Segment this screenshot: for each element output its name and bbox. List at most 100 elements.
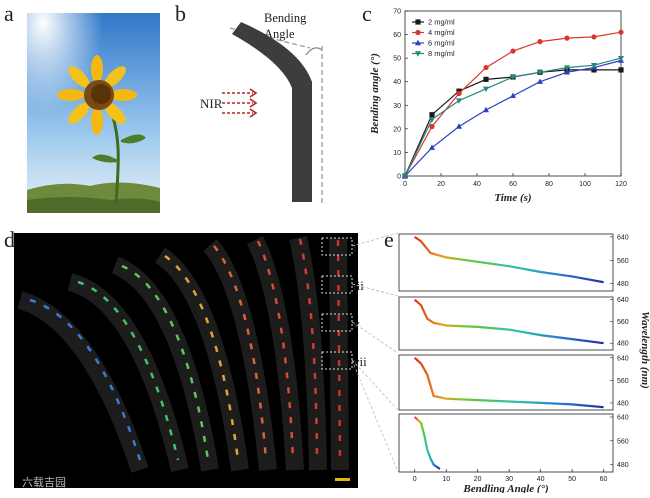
frame-highlight-boxes: [321, 237, 353, 370]
y-tick-label: 640: [617, 297, 629, 304]
panel-b-letter: b: [175, 1, 186, 26]
data-point: [618, 55, 624, 62]
x-tick-label: 80: [545, 181, 553, 188]
y-tick-label: 560: [617, 319, 629, 326]
x-tick-label: 60: [600, 476, 608, 483]
y-tick-label: 10: [393, 150, 401, 157]
data-point: [456, 98, 462, 104]
fiber-bending-photo: [14, 233, 358, 488]
legend-marker: [415, 39, 421, 46]
y-tick-label: 480: [617, 400, 629, 407]
subplot-frame-vii: [398, 413, 614, 473]
legend-marker: [415, 29, 421, 36]
frame-label-v: v: [353, 316, 360, 331]
data-point: [483, 86, 489, 92]
data-point: [510, 92, 516, 99]
x-tick-label: 10: [442, 476, 450, 483]
frame-label-i: i: [353, 239, 357, 254]
series-line-0: [404, 69, 621, 177]
data-point: [402, 173, 408, 180]
legend-marker: [415, 51, 421, 57]
subplot-frame-iii: [398, 296, 614, 351]
wavelength-curve-iii: [413, 298, 604, 345]
panel-a-letter: a: [4, 1, 14, 26]
watermark-text: 六载吉园: [22, 476, 66, 489]
y-axis-label: Bending angle (°): [369, 53, 381, 135]
panel-e-letter: e: [384, 227, 394, 252]
x-tick-label: 0: [413, 476, 417, 483]
x-tick-label: 50: [568, 476, 576, 483]
data-point: [510, 74, 516, 81]
data-point: [591, 67, 597, 73]
data-point: [591, 63, 597, 69]
data-point: [537, 39, 543, 45]
x-tick-label: 100: [579, 181, 591, 188]
x-axis-label: Time (s): [494, 192, 531, 204]
x-tick-label: 20: [474, 476, 482, 483]
data-point: [483, 64, 489, 71]
bending-strip-diagram: [229, 22, 323, 205]
y-tick-label: 40: [393, 79, 401, 86]
x-tick-label: 120: [615, 181, 627, 188]
bending-angle-label-line2: Angle: [264, 27, 295, 41]
bending-angle-label-line1: Bending: [264, 11, 307, 25]
data-point: [429, 144, 435, 150]
panel-c-letter: c: [362, 1, 372, 26]
y-tick-label: 560: [617, 438, 629, 445]
y-tick-label: 20: [393, 126, 401, 133]
data-point: [537, 78, 543, 84]
sunflower-photo: [27, 13, 160, 213]
data-point: [537, 70, 543, 76]
data-point: [429, 123, 435, 130]
wavelength-chart: 640 560 480 640 560 480 640 560 480 640 560 480 0 10 2…: [398, 233, 650, 495]
bending-angle-chart: 0 20 40 60 80 100 120 0 10 20 30 40 50 60 70 Time (s) Be…: [369, 9, 627, 205]
x-tick-label: 40: [473, 181, 481, 188]
legend-entry: 4 mg/ml: [428, 28, 455, 37]
nir-label: NIR: [200, 96, 223, 111]
data-point: [456, 90, 462, 97]
y-tick-label: 640: [617, 355, 629, 362]
data-point: [429, 112, 435, 118]
x-tick-label: 40: [537, 476, 545, 483]
legend-entry: 6 mg/ml: [428, 39, 455, 48]
data-point: [483, 106, 489, 113]
data-point: [564, 69, 570, 75]
y-tick-label: 640: [617, 234, 629, 241]
data-point: [618, 67, 624, 73]
y-tick-label: 560: [617, 258, 629, 265]
y-tick-label: 50: [393, 56, 401, 63]
legend-marker: [415, 19, 421, 25]
subplot-frame-i: [398, 233, 614, 292]
y-tick-label: 560: [617, 378, 629, 385]
y-tick-label: 480: [617, 341, 629, 348]
data-point: [591, 34, 597, 40]
y-tick-label: 0: [397, 174, 401, 181]
nir-arrows: [222, 88, 258, 118]
wavelength-curve-v: [413, 356, 604, 409]
data-point: [618, 29, 624, 35]
x-tick-label: 0: [403, 181, 407, 188]
legend-entry: 8 mg/ml: [428, 49, 455, 58]
subplot-frame-v: [398, 354, 614, 411]
y-tick-label: 640: [617, 414, 629, 421]
y-tick-label: 30: [393, 103, 401, 110]
data-point: [429, 117, 435, 123]
y-tick-label: 480: [617, 281, 629, 288]
data-point: [564, 65, 570, 71]
panel-d-letter: d: [4, 227, 15, 252]
y-tick-label: 480: [617, 462, 629, 469]
wavelength-curve-vii: [413, 416, 441, 470]
x-tick-label: 60: [509, 181, 517, 188]
y-axis-label: Wavelength (nm): [639, 311, 650, 389]
data-point: [564, 35, 570, 41]
wavelength-curve-i: [414, 235, 604, 284]
x-tick-label: 20: [437, 181, 445, 188]
legend-entry: 2 mg/ml: [428, 18, 455, 27]
x-tick-label: 30: [505, 476, 513, 483]
data-point: [510, 48, 516, 54]
y-tick-label: 60: [393, 32, 401, 39]
y-tick-label: 70: [393, 9, 401, 16]
data-point: [483, 76, 489, 82]
x-axis-label: Bendling Angle (°): [462, 483, 548, 493]
